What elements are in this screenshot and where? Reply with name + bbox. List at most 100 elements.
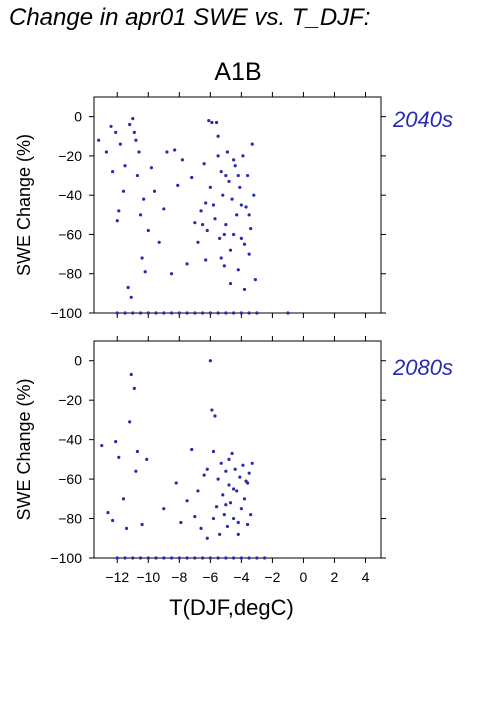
panel-2040s-data-point (228, 248, 233, 252)
panel-2040s-data-point (207, 118, 211, 123)
panel-2080s-xtick-label: −6 (202, 569, 218, 585)
panel-2080s-data-point (200, 556, 205, 560)
panel-2040s-ytick-label: 0 (74, 109, 82, 125)
panel-2040s-data-point (140, 256, 144, 260)
panel-2040s-data-point (202, 162, 206, 166)
panel-2040s-data-point (214, 120, 219, 125)
panel-2080s-xtick-label: 0 (300, 569, 308, 585)
panel-2040s-data-point (208, 185, 212, 189)
panel-2080s-data-point (211, 449, 216, 454)
panel-2080s-data-point (190, 447, 194, 452)
panel-2040s-data-point (247, 213, 251, 217)
panel-2040s-data-point (221, 193, 225, 197)
panel-2080s-data-point (193, 556, 197, 560)
panel-2080s-data-point (225, 524, 230, 529)
panel-2080s-data-point (196, 489, 200, 493)
panel-2040s-data-point (244, 205, 248, 209)
panel-2040s-data-point (200, 223, 205, 227)
panel-2080s-data-point (106, 511, 110, 515)
panel-2040s-data-point (146, 311, 150, 315)
panel-2040s-data-point (165, 150, 169, 154)
panel-2040s-data-point (176, 183, 180, 187)
panel-2080s-data-point (219, 461, 223, 465)
panel-2080s-data-point (117, 455, 121, 459)
panel-2040s-data-point (134, 138, 138, 142)
panel-2040s-data-point (211, 203, 216, 207)
panel-2040s-data-point (118, 142, 122, 146)
period-label-2040s: 2040s (393, 107, 453, 132)
panel-2080s-data-point (214, 505, 219, 509)
panel-2080s-data-point (205, 467, 209, 471)
panel-2080s-data-point (114, 440, 118, 444)
panel-2080s-data-point (238, 475, 242, 479)
panel-2040s-data-point (193, 221, 197, 225)
panel-2080s-data-point (205, 536, 209, 540)
panel-2040s-data-point (242, 242, 247, 246)
panel-2040s-data-point (97, 138, 101, 142)
panel-2080s-data-point (146, 556, 150, 560)
panel-2080s-data-point (213, 414, 217, 418)
panel-2080s-data-point (193, 514, 197, 519)
panel-2040s-ylabel: SWE Change (%) (14, 134, 34, 276)
panel-2080s-data-point (218, 532, 222, 536)
period-label-2080s: 2080s (393, 355, 453, 380)
panel-2080s-data-point (245, 522, 250, 527)
panel-2080s-ylabel: SWE Change (%) (14, 378, 34, 520)
panel-2040s-ytick-label: −80 (58, 266, 82, 282)
panel-2040s-data-point (245, 173, 250, 178)
panel-2040s-data-point (210, 120, 214, 125)
panel-2040s-data-point (232, 158, 236, 162)
panel-2080s-data-point (216, 477, 220, 481)
panel-2080s-data-point (235, 489, 239, 493)
panel-2080s-ytick-label: −20 (58, 392, 82, 408)
panel-2040s-data-point (233, 164, 237, 168)
panel-2080s-xtick-label: −10 (136, 569, 160, 585)
page-title: Change in apr01 SWE vs. T_DJF: (9, 4, 371, 31)
panel-2080s-data-point (111, 518, 115, 523)
panel-2080s-data-point (177, 556, 181, 560)
panel-2040s-data-point (213, 217, 217, 221)
panel-2040s-data-point (142, 197, 146, 201)
panel-2040s-data-point (173, 148, 177, 152)
panel-2040s-data-point (117, 209, 121, 213)
panel-2040s-data-point (252, 193, 256, 197)
panel-2080s-data-point (247, 556, 251, 560)
panel-2040s-data-point (232, 311, 236, 315)
panel-2040s-data-point (131, 117, 135, 121)
panel-2080s-data-point (202, 473, 206, 477)
panel-2080s-data-point (232, 516, 236, 521)
panel-2080s-data-point (233, 467, 237, 471)
panel-2040s-frame (93, 96, 382, 314)
panel-2040s-data-point (225, 150, 230, 154)
panel-2080s-data-point (255, 556, 259, 560)
panel-2080s-data-point (211, 516, 216, 521)
panel-2040s-data-point (131, 311, 135, 315)
panel-2040s-data-point (111, 170, 115, 174)
panel-2040s-data-point (205, 228, 209, 233)
panel-2080s-data-point (121, 497, 126, 501)
panel-2040s-data-point (162, 207, 166, 211)
panel-2080s-data-point (210, 408, 214, 412)
panel-2040s-data-point (132, 130, 136, 134)
panel-2040s-data-point (199, 209, 203, 213)
panel-2040s-data-point (250, 142, 254, 146)
panel-2080s-xlabel: T(DJF,degC) (169, 595, 294, 620)
panel-2040s-data-point (137, 150, 141, 154)
panel-2040s-data-point (241, 154, 245, 158)
panel-2040s-data-point (109, 124, 113, 129)
panel-2040s-data-point (230, 197, 234, 201)
panel-2080s-ytick-label: 0 (74, 353, 82, 369)
panel-2040s-data-point (239, 236, 243, 240)
panel-2080s-data-point (138, 556, 143, 560)
panel-2040s-data-point (239, 311, 243, 315)
panel-2040s-data-point (200, 311, 205, 315)
panel-2040s-data-point (190, 175, 194, 180)
panel-2040s-data-point (149, 166, 153, 170)
panel-2040s-data-point (138, 213, 143, 217)
panel-2040s-data-point (224, 311, 228, 315)
panel-2080s-data-point (134, 469, 138, 473)
panel-2040s-data-point (204, 201, 208, 205)
panel-2040s-data-point (138, 311, 143, 315)
panel-2040s-data-point (154, 311, 158, 315)
